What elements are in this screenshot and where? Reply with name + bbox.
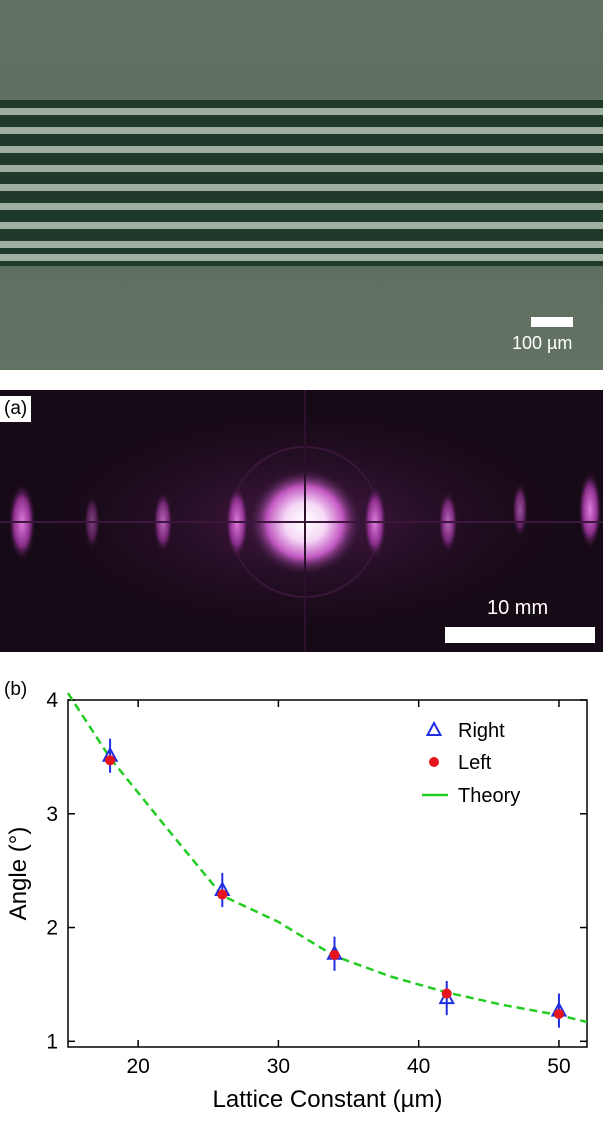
diffraction-image xyxy=(0,390,603,652)
y-tick-label: 3 xyxy=(46,803,58,826)
legend-left-label: Left xyxy=(458,752,492,774)
angle-vs-lattice-plot: 20 30 40 50 1 2 3 4 Lattice Constant (µm) Angle (… xyxy=(0,670,603,1117)
left-point xyxy=(553,1009,564,1020)
diffraction-pattern: 10 mm xyxy=(0,390,603,652)
legend-theory-label: Theory xyxy=(458,785,520,807)
x-tick-label: 40 xyxy=(407,1055,430,1078)
left-point xyxy=(329,949,340,960)
waveguide-gap xyxy=(0,222,603,229)
waveguide-micrograph: 100 µm xyxy=(0,0,603,370)
y-axis-label: Angle (°) xyxy=(5,827,32,921)
plot-canvas: 20 30 40 50 1 2 3 4 Lattice Constant (µm) Angle (… xyxy=(5,689,588,1113)
legend-right-label: Right xyxy=(458,720,505,742)
legend-left-marker xyxy=(429,757,439,767)
panel-label-a: (a) xyxy=(0,396,32,422)
legend-right-marker xyxy=(425,720,443,736)
waveguide-gap xyxy=(0,127,603,134)
waveguide-gap xyxy=(0,146,603,153)
waveguide-gap xyxy=(0,241,603,248)
panel-label-b: (b) xyxy=(0,677,32,703)
y-tick-label: 4 xyxy=(46,689,58,712)
waveguide-gap xyxy=(0,165,603,172)
x-tick-label: 20 xyxy=(126,1055,149,1078)
waveguide-array xyxy=(0,100,603,266)
theory-curve xyxy=(66,692,588,1024)
left-point xyxy=(217,889,228,900)
y-tick-label: 2 xyxy=(46,917,58,940)
y-tick-label: 1 xyxy=(46,1030,58,1053)
diffraction-scalebar xyxy=(445,627,595,643)
diffraction-order xyxy=(578,470,602,550)
x-axis-label: Lattice Constant (µm) xyxy=(213,1086,443,1113)
x-tick-label: 30 xyxy=(267,1055,290,1078)
x-tick-label: 50 xyxy=(547,1055,570,1078)
waveguide-gap xyxy=(0,108,603,115)
diffraction-scalebar-label: 10 mm xyxy=(487,597,549,619)
waveguide-gap xyxy=(0,254,603,261)
left-point xyxy=(441,988,452,999)
waveguide-gap xyxy=(0,184,603,191)
plot-frame xyxy=(67,699,588,1048)
diffraction-order xyxy=(512,482,528,538)
left-point xyxy=(105,755,116,766)
micrograph-scalebar xyxy=(531,317,573,327)
waveguide-gap xyxy=(0,203,603,210)
micrograph-scalebar-label: 100 µm xyxy=(512,333,573,353)
